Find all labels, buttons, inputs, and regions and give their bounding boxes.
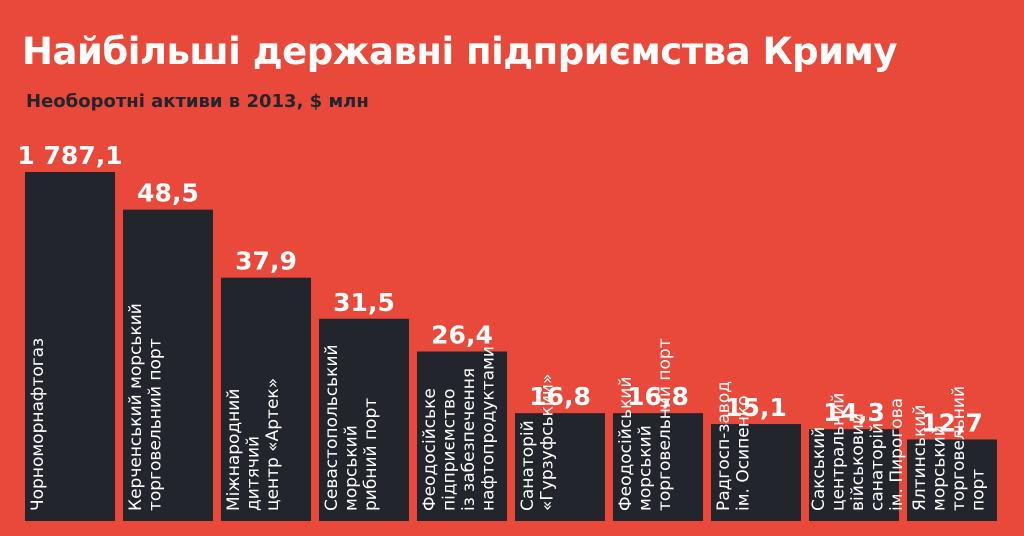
bar-6 (515, 413, 605, 521)
category-label-line: Феодосійське (420, 388, 440, 511)
bar-8 (711, 424, 801, 521)
category-label-line: підприємство (440, 389, 460, 511)
category-label-line: ім. Пирогова (887, 398, 907, 511)
bar-5 (417, 351, 507, 521)
value-label-10: 12,7 (921, 408, 983, 437)
category-label-line: ім. Осипенко (734, 396, 754, 512)
category-label-line: торговельний (949, 386, 969, 511)
category-label-8: Радгосп-заводім. Осипенко (714, 381, 754, 511)
value-label-9: 14,3 (823, 398, 885, 427)
category-label-line: Ялтинський (910, 405, 930, 511)
category-label-line: центр «Артек» (263, 378, 283, 511)
category-label-line: центральний (829, 393, 849, 511)
category-label-line: Міжнародний (224, 389, 244, 511)
category-label-5: Феодосійськепідприємствоіз забезпеченнян… (420, 346, 499, 511)
category-label-line: Сакський (809, 427, 829, 511)
category-label-line: морський (342, 425, 362, 511)
category-label-line: торговельний порт (146, 338, 166, 511)
category-label-line: Санаторій (518, 420, 538, 511)
category-label-2: Керченський морськийторговельний порт (126, 303, 166, 511)
chart-title: Найбільші державні підприємства Криму (22, 30, 897, 73)
value-label-4: 31,5 (333, 288, 395, 317)
category-label-line: порт (969, 469, 989, 511)
category-label-line: із забезпечення (459, 368, 479, 511)
category-label-line: Радгосп-завод (714, 381, 734, 511)
category-label-line: військовий (848, 413, 868, 511)
bar-2 (123, 209, 213, 521)
category-label-line: рибний порт (361, 398, 381, 511)
value-label-7: 16,8 (627, 382, 689, 411)
category-label-line: морський (930, 425, 950, 511)
category-label-line: Чорноморнафтогаз (28, 338, 48, 511)
category-label-line: Феодосійський (616, 377, 636, 512)
value-label-1: 1 787,1 (17, 141, 122, 170)
category-label-7: Феодосійськийморськийторговельний порт (616, 338, 675, 511)
value-label-8: 15,1 (725, 393, 787, 422)
bar-1 (25, 172, 115, 521)
bar-3 (221, 277, 311, 521)
bar-9 (809, 429, 899, 521)
category-label-line: нафтопродуктами (479, 346, 499, 511)
value-label-3: 37,9 (235, 247, 297, 276)
value-label-6: 16,8 (529, 382, 591, 411)
bar-7 (613, 413, 703, 521)
category-label-line: морський (636, 425, 656, 511)
category-label-line: дитячий (244, 436, 264, 511)
category-label-3: Міжнароднийдитячийцентр «Артек» (224, 378, 283, 511)
category-label-line: Севастопольський (322, 344, 342, 511)
category-label-6: Санаторій«Гурзуфський» (518, 374, 558, 511)
value-label-5: 26,4 (431, 321, 493, 350)
value-label-2: 48,5 (137, 179, 199, 208)
category-label-line: торговельний порт (655, 338, 675, 511)
bar-4 (319, 318, 409, 521)
category-label-line: Керченський морський (126, 303, 146, 511)
category-label-4: Севастопольськийморськийрибний порт (322, 344, 381, 511)
category-label-line: санаторій (868, 423, 888, 511)
bar-10 (907, 439, 997, 521)
category-label-1: Чорноморнафтогаз (28, 338, 48, 511)
category-label-10: Ялтинськийморськийторговельнийпорт (910, 386, 989, 511)
category-label-line: «Гурзуфський» (538, 374, 558, 511)
chart-subtitle: Необоротні активи в 2013, $ млн (26, 91, 369, 112)
category-label-9: Сакськийцентральнийвійськовийсанаторійім… (809, 393, 907, 511)
